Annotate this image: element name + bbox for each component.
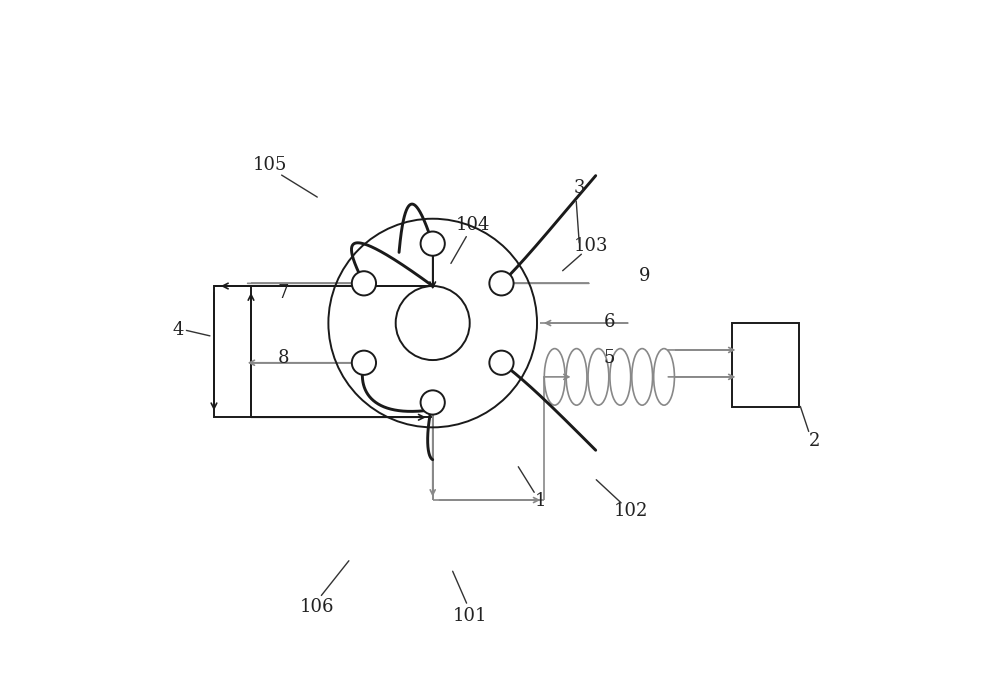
- Text: 103: 103: [574, 237, 608, 254]
- Text: 1: 1: [535, 493, 546, 510]
- Circle shape: [421, 390, 445, 415]
- Text: 4: 4: [173, 321, 184, 339]
- Circle shape: [489, 351, 514, 375]
- Text: 106: 106: [300, 598, 334, 616]
- Text: 6: 6: [603, 313, 615, 330]
- Text: 102: 102: [614, 503, 648, 520]
- Text: 9: 9: [639, 267, 650, 285]
- Bar: [214, 286, 251, 417]
- Bar: [732, 323, 799, 407]
- Text: 7: 7: [278, 284, 289, 302]
- Text: 5: 5: [603, 349, 615, 367]
- Circle shape: [489, 271, 514, 295]
- Text: 8: 8: [278, 349, 289, 367]
- Text: 105: 105: [253, 156, 287, 174]
- Circle shape: [352, 271, 376, 295]
- Circle shape: [421, 232, 445, 256]
- Text: 3: 3: [574, 180, 585, 197]
- Circle shape: [352, 351, 376, 375]
- Text: 101: 101: [452, 607, 487, 625]
- Text: 2: 2: [809, 432, 821, 450]
- Text: 104: 104: [456, 217, 490, 234]
